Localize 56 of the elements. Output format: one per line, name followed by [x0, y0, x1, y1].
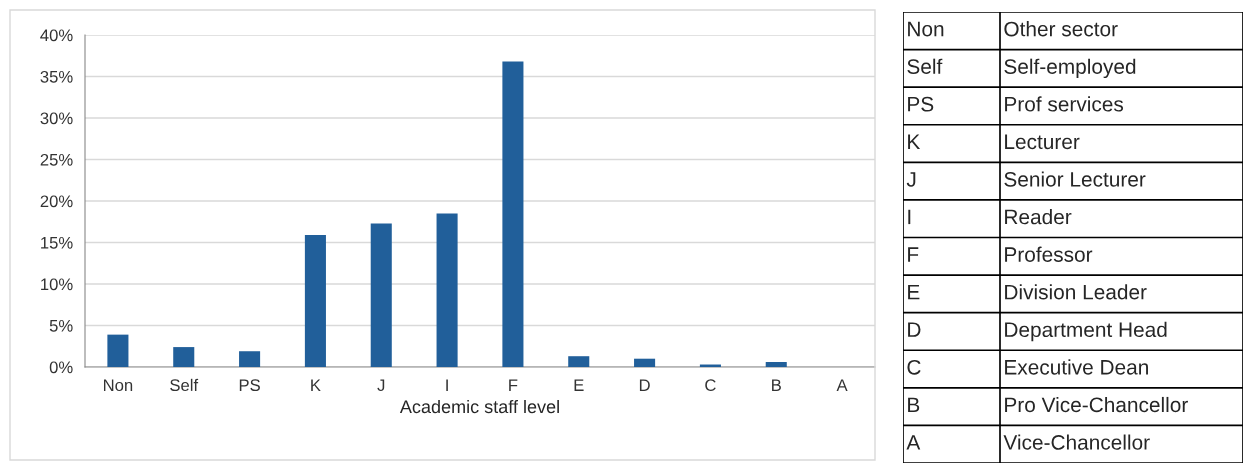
- x-tick-label: J: [377, 379, 385, 392]
- y-tick-label: 35%: [40, 70, 73, 83]
- x-tick-label: Non: [104, 379, 133, 392]
- bar: [634, 358, 656, 367]
- text: Prof services: [1005, 96, 1124, 112]
- x-tick-label: E: [574, 379, 584, 391]
- text: Lecturer: [1005, 134, 1080, 150]
- x-tick-label: K: [311, 379, 321, 391]
- bar: [304, 235, 326, 367]
- x-tick-label: D: [639, 379, 650, 391]
- text: Self: [907, 58, 943, 74]
- text: Other sector: [1004, 21, 1118, 37]
- y-tick-label: 25%: [40, 153, 73, 166]
- text: D: [908, 322, 921, 337]
- text: B: [908, 397, 920, 413]
- x-tick-label: A: [836, 379, 848, 391]
- text: E: [908, 284, 920, 300]
- text: Self-employed: [1004, 58, 1136, 79]
- text: J: [906, 172, 916, 187]
- bar: [502, 61, 524, 367]
- y-tick-label: 15%: [41, 236, 73, 249]
- text: Senior Lecturer: [1004, 171, 1146, 187]
- text: PS: [908, 96, 934, 112]
- x-tick-label: B: [772, 379, 781, 391]
- y-tick-label: 30%: [40, 112, 73, 125]
- text: K: [908, 134, 921, 149]
- y-tick-label: 0%: [49, 361, 73, 374]
- y-tick-label: 5%: [49, 319, 73, 332]
- text: A: [906, 435, 921, 450]
- x-axis-title: Academic staff level: [399, 399, 559, 414]
- text: I: [908, 209, 911, 225]
- y-tick-label: 40%: [40, 29, 73, 42]
- bar: [173, 347, 195, 367]
- text: Division Leader: [1005, 284, 1147, 300]
- text: Professor: [1005, 246, 1093, 262]
- text: C: [907, 359, 921, 375]
- text: F: [908, 247, 919, 262]
- text: Non: [908, 21, 944, 37]
- x-tick-label: I: [446, 379, 448, 391]
- y-tick-label: 10%: [41, 278, 73, 291]
- bar: [370, 223, 392, 367]
- x-tick-label: C: [705, 379, 716, 392]
- bar: [568, 356, 590, 367]
- bar: [107, 334, 129, 367]
- bar: [765, 362, 787, 367]
- bar: [239, 351, 261, 367]
- text: Reader: [1005, 209, 1072, 225]
- x-tick-label: PS: [239, 379, 260, 392]
- text: Pro Vice-Chancellor: [1005, 396, 1188, 413]
- x-tick-label: Self: [170, 378, 199, 392]
- bar: [436, 213, 458, 367]
- x-tick-label: F: [509, 379, 518, 391]
- text: Vice-Chancellor: [1003, 434, 1150, 450]
- text: Executive Dean: [1005, 359, 1148, 375]
- text: Department Head: [1005, 321, 1167, 342]
- y-tick-label: 20%: [40, 195, 73, 208]
